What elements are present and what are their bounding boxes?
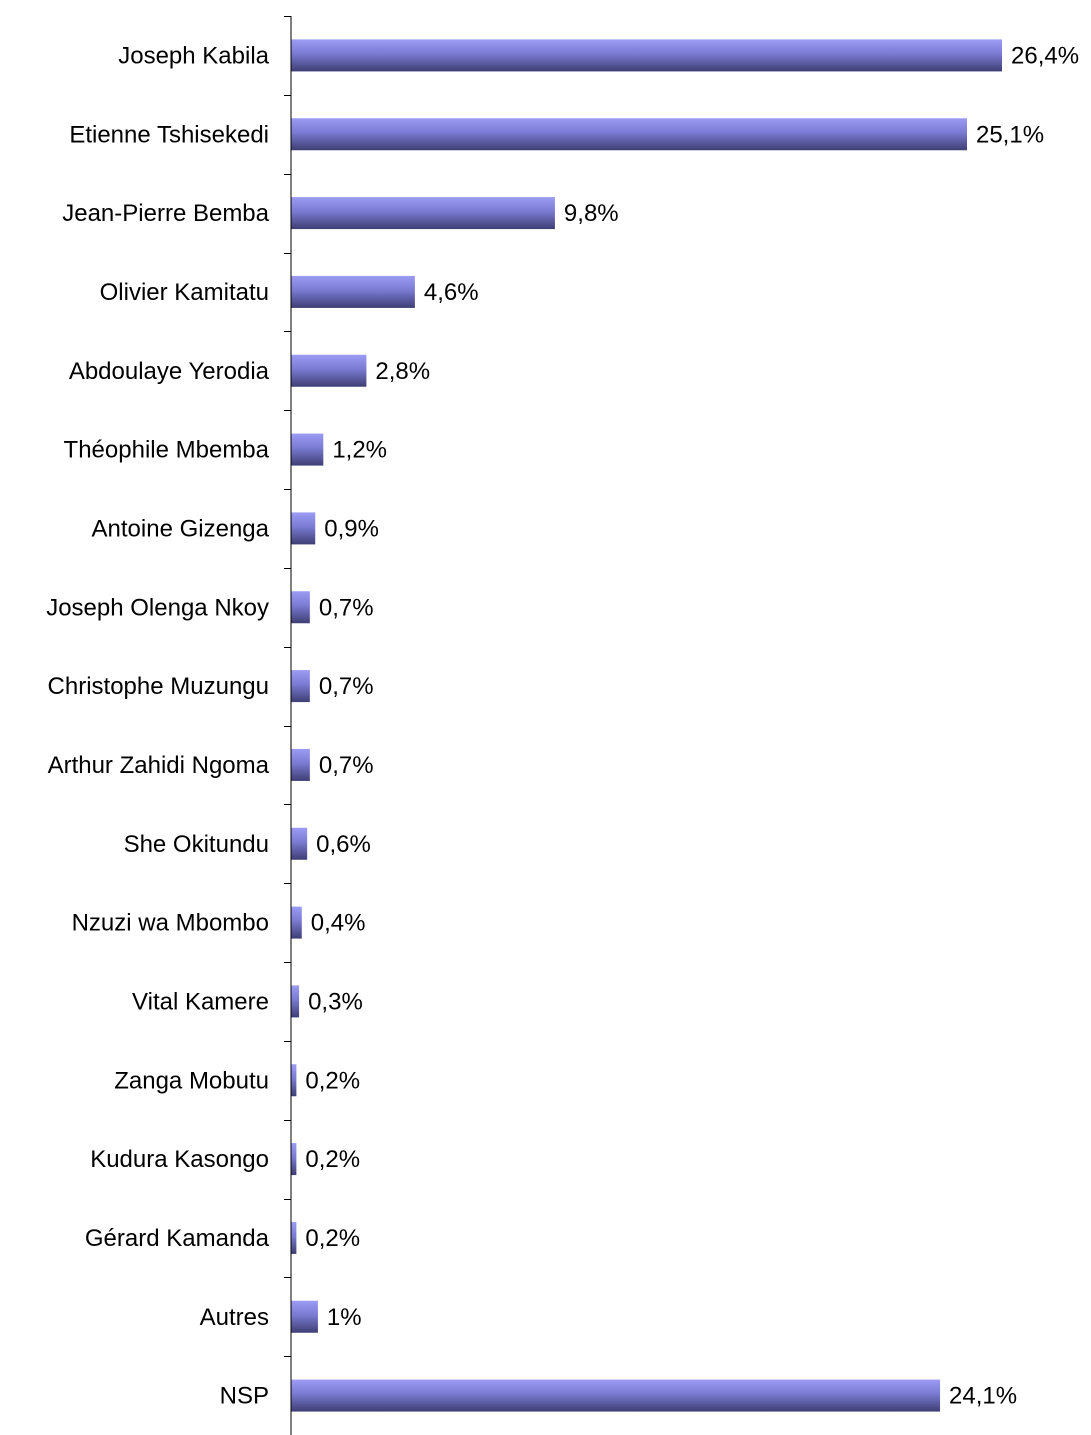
category-label: Vital Kamere — [132, 988, 269, 1015]
value-label: 4,6% — [424, 279, 479, 306]
bar — [291, 275, 415, 308]
category-label: Christophe Muzungu — [48, 673, 269, 700]
value-label: 0,4% — [311, 910, 366, 937]
bar — [291, 512, 316, 545]
category-label: Autres — [200, 1304, 269, 1331]
value-label: 1% — [327, 1304, 362, 1331]
bar — [291, 197, 555, 230]
category-label: Joseph Kabila — [118, 42, 269, 69]
bar — [291, 906, 302, 939]
value-label: 24,1% — [949, 1383, 1017, 1410]
category-label: Théophile Mbemba — [64, 437, 270, 464]
value-label: 0,7% — [319, 673, 374, 700]
value-label: 25,1% — [976, 121, 1044, 148]
category-label: Joseph Olenga Nkoy — [46, 594, 269, 621]
bar — [291, 748, 310, 781]
category-label: Nzuzi wa Mbombo — [72, 910, 269, 937]
bar — [291, 118, 967, 151]
value-label: 0,2% — [305, 1067, 360, 1094]
category-label: She Okitundu — [124, 831, 269, 858]
value-label: 0,2% — [305, 1225, 360, 1252]
bar — [291, 827, 308, 860]
value-label: 0,6% — [316, 831, 371, 858]
category-label: Arthur Zahidi Ngoma — [48, 752, 270, 779]
bar — [291, 1379, 941, 1412]
category-label: Abdoulaye Yerodia — [69, 358, 270, 385]
category-label: Gérard Kamanda — [85, 1225, 270, 1252]
category-label: Jean-Pierre Bemba — [62, 200, 269, 227]
bar — [291, 1221, 297, 1254]
category-label: Kudura Kasongo — [90, 1146, 269, 1173]
bar — [291, 1300, 318, 1333]
bar — [291, 670, 310, 703]
y-axis — [284, 16, 292, 1435]
value-label: 2,8% — [375, 358, 430, 385]
bar — [291, 1143, 297, 1176]
bar — [291, 1064, 297, 1097]
value-label: 26,4% — [1011, 42, 1079, 69]
value-label: 0,7% — [319, 594, 374, 621]
value-label: 0,3% — [308, 988, 363, 1015]
bar — [291, 433, 324, 466]
category-label: Etienne Tshisekedi — [69, 121, 269, 148]
category-label: Zanga Mobutu — [114, 1067, 269, 1094]
value-label: 0,7% — [319, 752, 374, 779]
value-label: 0,2% — [305, 1146, 360, 1173]
labels-group: Joseph Kabila 26,4% Etienne Tshisekedi 25,1… — [46, 42, 1079, 1409]
value-label: 9,8% — [564, 200, 619, 227]
value-label: 0,9% — [324, 515, 379, 542]
bar — [291, 591, 310, 624]
bars-group — [291, 39, 1002, 1412]
bar — [291, 354, 367, 387]
category-label: Olivier Kamitatu — [100, 279, 269, 306]
category-label: NSP — [220, 1383, 269, 1410]
bar — [291, 39, 1002, 72]
bar — [291, 985, 300, 1018]
value-label: 1,2% — [332, 437, 387, 464]
category-label: Antoine Gizenga — [92, 515, 270, 542]
